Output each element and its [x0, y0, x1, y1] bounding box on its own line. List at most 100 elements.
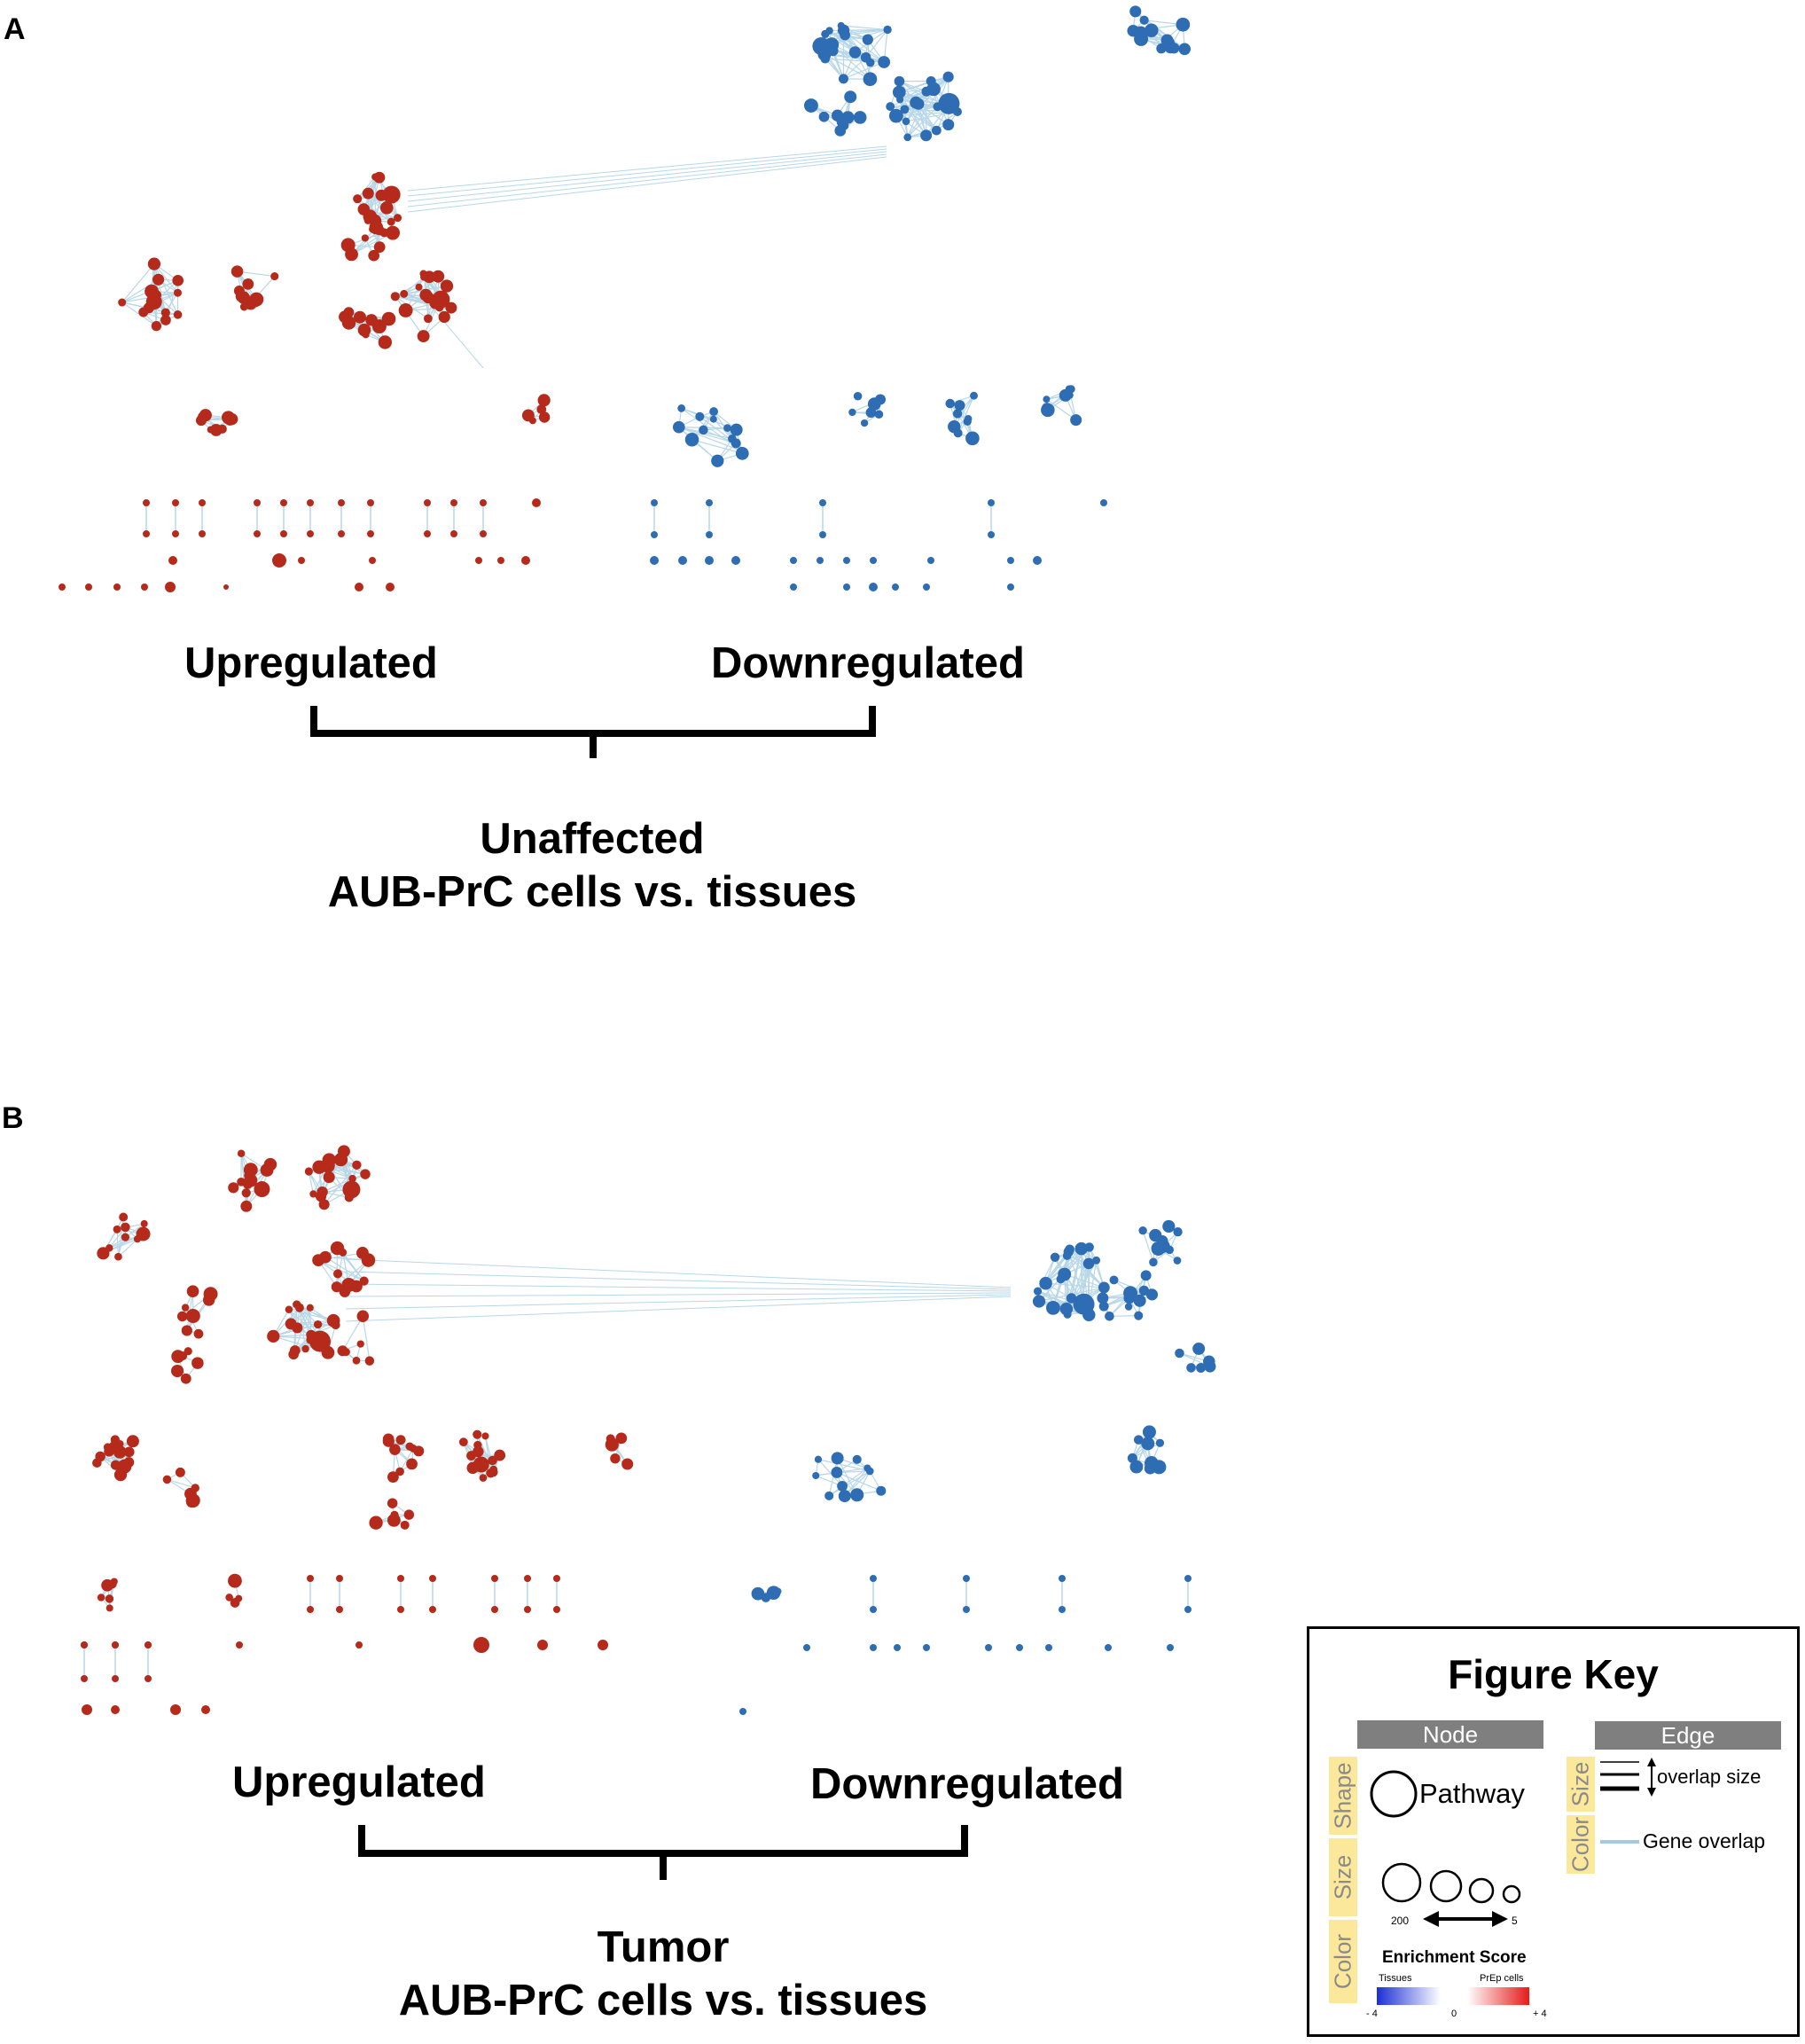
network-edge — [1142, 1230, 1154, 1263]
pathway-node — [850, 1488, 864, 1502]
pathway-node — [389, 1444, 401, 1455]
pathway-node — [429, 1575, 436, 1582]
pathway-node — [171, 1350, 185, 1364]
pathway-node — [338, 530, 345, 537]
pathway-node — [236, 1641, 243, 1649]
pathway-node — [709, 415, 717, 423]
pathway-node — [1129, 1460, 1144, 1474]
network-edge — [356, 176, 376, 200]
pathway-node — [900, 105, 910, 114]
pathway-node — [230, 1598, 240, 1608]
pathway-node — [954, 400, 965, 411]
pathway-node — [263, 1157, 277, 1171]
pathway-node — [353, 194, 363, 204]
pathway-node — [450, 530, 457, 537]
pathway-node — [185, 1309, 200, 1323]
pathway-node — [141, 583, 148, 591]
pathway-node — [1032, 1295, 1046, 1308]
pathway-node — [186, 1285, 199, 1297]
prep-cells-label: PrEp cells — [1480, 1973, 1524, 1984]
pathway-node — [105, 1604, 113, 1612]
pathway-node — [963, 417, 972, 426]
network-edge — [1109, 1315, 1139, 1317]
pathway-node — [369, 557, 376, 564]
pathway-node — [398, 303, 413, 317]
pathway-node — [883, 25, 892, 35]
pathway-node — [803, 98, 818, 114]
pathway-node — [417, 330, 430, 343]
network-edge — [926, 111, 958, 137]
panel-a-title: Unaffected AUB-PrC cells vs. tissues — [238, 812, 947, 919]
pathway-node — [537, 394, 551, 407]
pathway-node — [605, 1437, 619, 1452]
network-edge — [341, 1315, 363, 1351]
scale-max-label: + 4 — [1533, 2009, 1547, 2019]
pathway-node — [184, 1347, 192, 1356]
pathway-node — [313, 1320, 323, 1329]
pathway-node — [103, 1443, 113, 1452]
pathway-node — [445, 302, 457, 314]
pathway-node — [458, 1437, 468, 1447]
pathway-node — [364, 1356, 375, 1366]
network-edge — [345, 1271, 1012, 1290]
pathway-node — [1145, 1288, 1159, 1301]
pathway-node — [723, 424, 731, 432]
prep-gradient-bar — [1467, 1987, 1529, 2005]
scale-min-label: - 4 — [1366, 2009, 1378, 2019]
pathway-node — [143, 499, 150, 506]
pathway-node — [1033, 1287, 1043, 1296]
pathway-node — [684, 432, 699, 447]
panel-b-title-line1: Tumor — [597, 1923, 730, 1971]
pathway-node — [162, 1475, 172, 1484]
pathway-node — [699, 425, 708, 435]
pathway-node — [315, 1191, 327, 1202]
scale-mid-label: 0 — [1451, 2009, 1457, 2019]
pathway-node — [481, 1432, 489, 1440]
pathway-node — [491, 1575, 498, 1582]
pathway-node — [301, 1344, 309, 1353]
pathway-node — [865, 58, 875, 67]
pathway-node — [1058, 1267, 1072, 1281]
figure-key-graphics — [1370, 1758, 1656, 2005]
pathway-node — [521, 409, 535, 422]
pathway-node — [931, 125, 942, 136]
network-edge — [407, 151, 887, 202]
pathway-node — [312, 1254, 325, 1267]
pathway-node — [1141, 1437, 1155, 1451]
pathway-node — [320, 1158, 335, 1173]
pathway-node — [965, 431, 980, 446]
pathway-node — [357, 323, 371, 337]
pathway-node — [853, 111, 867, 124]
network-edge — [121, 263, 155, 303]
pathway-node — [863, 72, 878, 87]
pathway-node — [942, 71, 954, 82]
pathway-node — [110, 1460, 121, 1470]
pathway-node — [878, 56, 891, 68]
pathway-node — [497, 557, 504, 564]
size-circle-large-icon — [1429, 1869, 1463, 1903]
pathway-node — [1084, 1242, 1094, 1252]
pathway-node — [353, 310, 366, 324]
network-edge — [899, 76, 949, 93]
pathway-node — [151, 320, 162, 332]
pathway-node — [948, 419, 961, 434]
pathway-node — [250, 297, 261, 308]
pathway-node — [1165, 1245, 1174, 1255]
pathway-node — [615, 1432, 628, 1445]
network-edge — [824, 53, 871, 80]
pathway-node — [841, 111, 855, 124]
pathway-node — [651, 499, 658, 506]
pathway-node — [369, 225, 377, 233]
pathway-node — [288, 1349, 299, 1360]
pathway-node — [332, 1269, 343, 1279]
network-edge — [121, 278, 159, 303]
pathway-node — [432, 270, 445, 283]
pathway-node — [81, 1641, 88, 1649]
pathway-node — [1155, 1438, 1165, 1447]
pathway-node — [191, 1357, 204, 1369]
pathway-node — [140, 1219, 148, 1227]
panel-a-downregulated-label: Downregulated — [711, 639, 1025, 687]
pathway-node — [731, 556, 740, 565]
pathway-node — [242, 278, 254, 290]
